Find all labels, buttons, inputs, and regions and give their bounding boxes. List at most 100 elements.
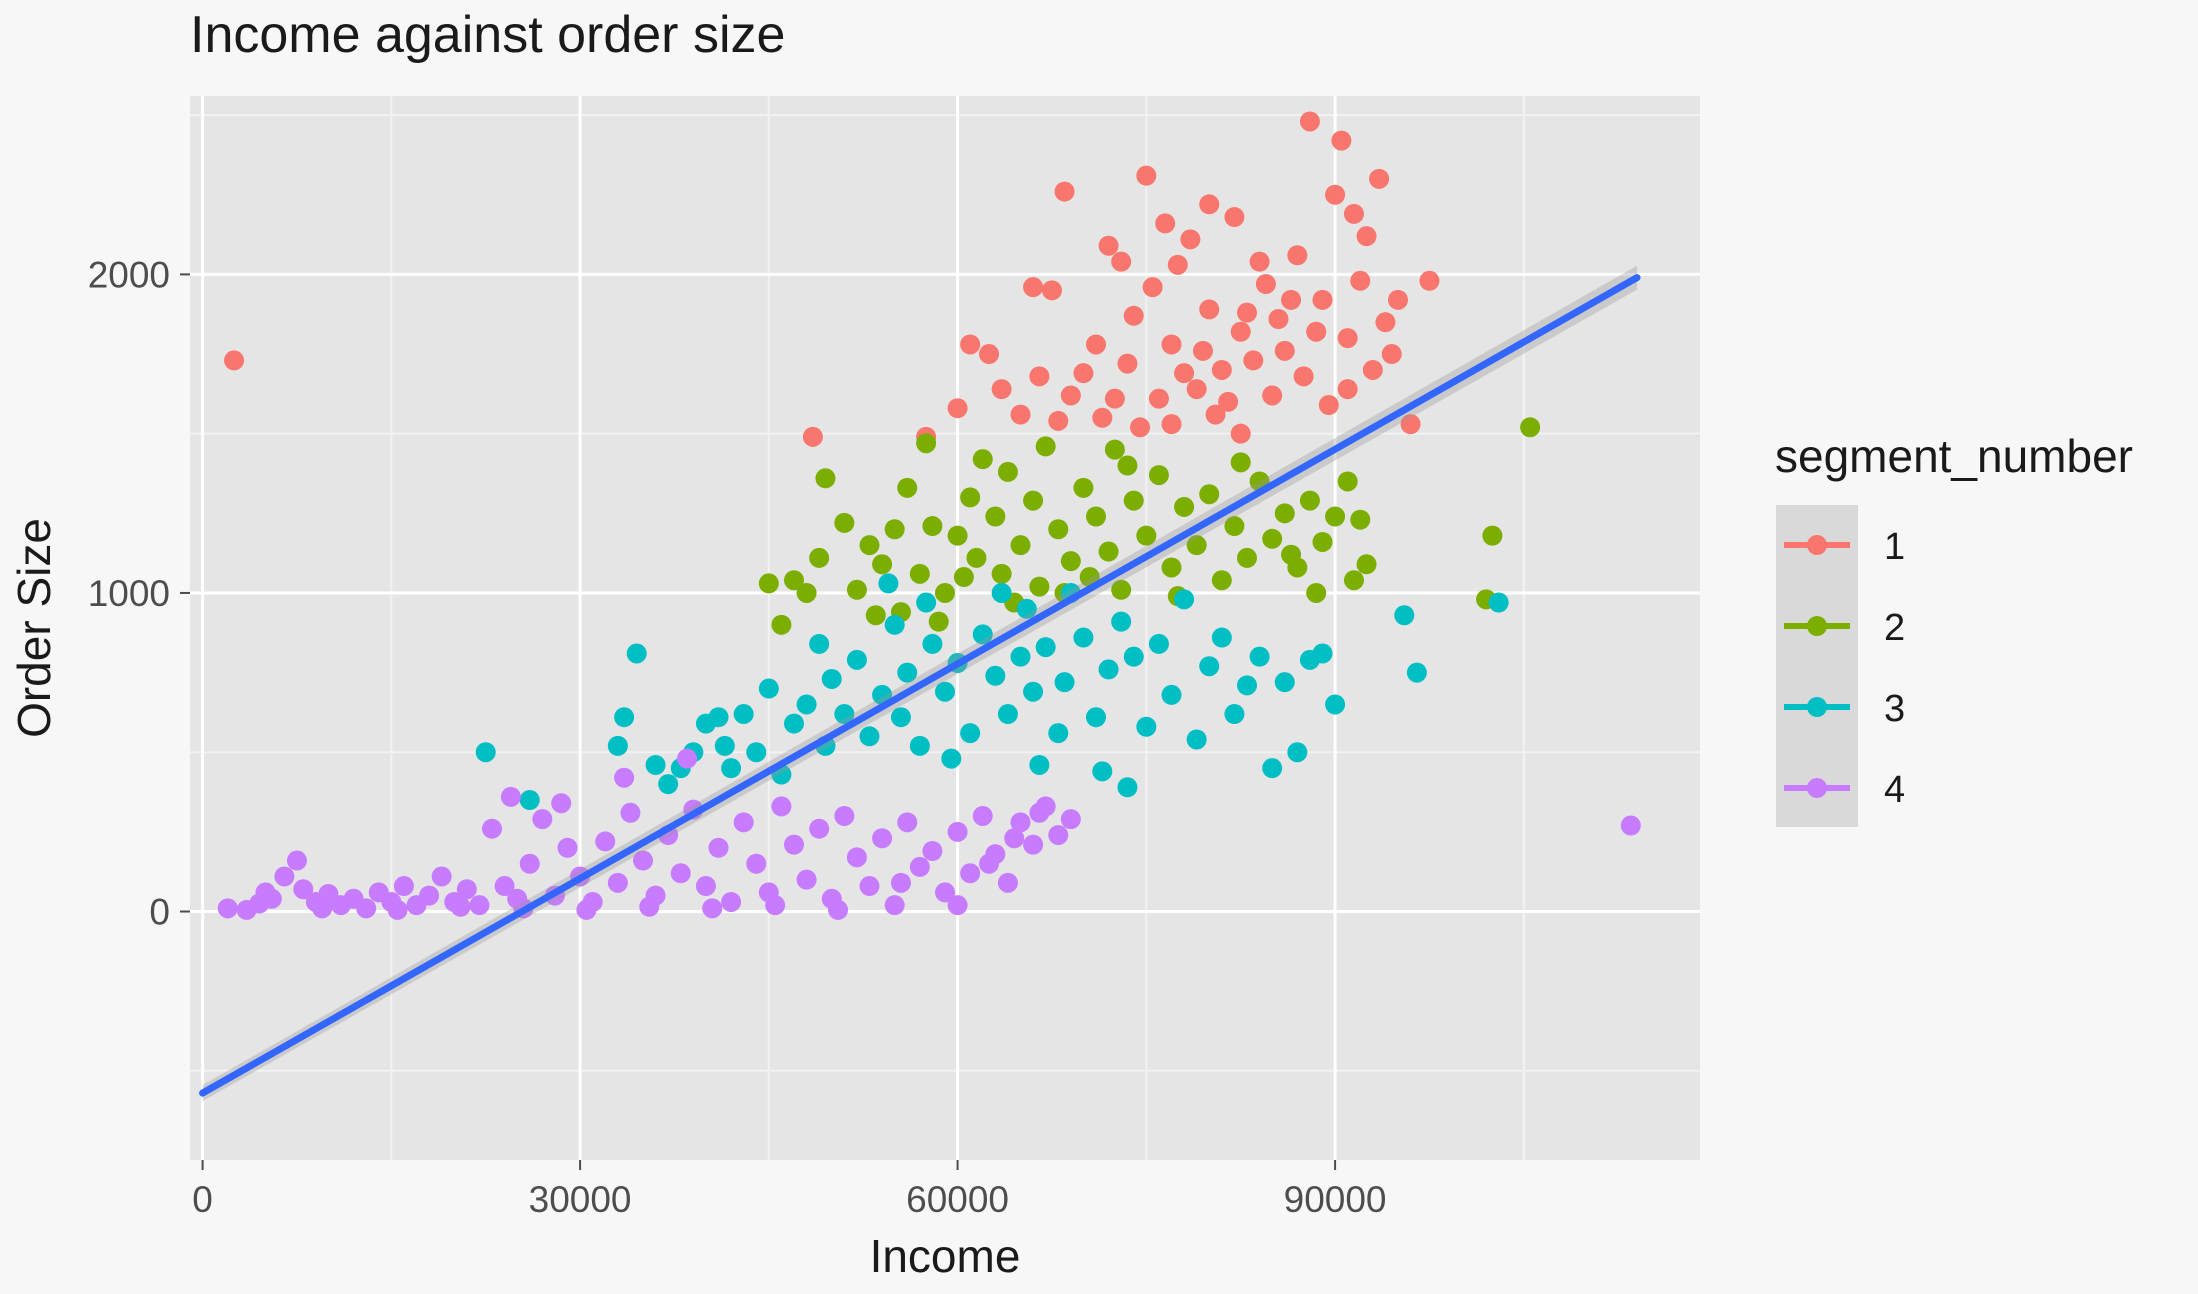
scatter-point-segment-1 bbox=[1148, 388, 1169, 409]
scatter-point-segment-2 bbox=[1230, 452, 1251, 473]
scatter-point-segment-3 bbox=[1136, 716, 1157, 737]
scatter-point-segment-2 bbox=[846, 579, 867, 600]
scatter-point-segment-1 bbox=[1337, 379, 1358, 400]
scatter-point-segment-2 bbox=[1148, 465, 1169, 486]
scatter-point-segment-2 bbox=[1356, 554, 1377, 575]
scatter-point-segment-4 bbox=[947, 821, 968, 842]
scatter-point-segment-3 bbox=[1325, 694, 1346, 715]
scatter-point-segment-1 bbox=[1130, 417, 1151, 438]
scatter-point-segment-3 bbox=[922, 633, 943, 654]
scatter-point-segment-4 bbox=[431, 866, 452, 887]
scatter-point-segment-3 bbox=[890, 707, 911, 728]
scatter-point-segment-1 bbox=[1092, 407, 1113, 428]
scatter-point-segment-3 bbox=[1262, 758, 1283, 779]
scatter-point-segment-4 bbox=[482, 818, 502, 839]
scatter-point-segment-1 bbox=[1281, 289, 1302, 310]
scatter-point-segment-4 bbox=[909, 856, 930, 877]
scatter-point-segment-3 bbox=[972, 624, 993, 645]
scatter-point-segment-3 bbox=[1274, 672, 1295, 693]
scatter-point-segment-2 bbox=[922, 516, 943, 537]
scatter-point-segment-1 bbox=[991, 379, 1012, 400]
scatter-point-segment-1 bbox=[1205, 404, 1226, 425]
scatter-point-segment-2 bbox=[1104, 439, 1125, 460]
scatter-point-segment-1 bbox=[1375, 312, 1396, 333]
trend-line-path bbox=[199, 274, 1641, 1097]
scatter-point-segment-1 bbox=[1312, 289, 1333, 310]
scatter-point-segment-3 bbox=[1035, 637, 1056, 658]
scatter-point-segment-3 bbox=[1224, 704, 1245, 725]
scatter-point-segment-4 bbox=[670, 863, 691, 884]
scatter-point-segment-1 bbox=[1218, 391, 1239, 412]
scatter-point-segment-2 bbox=[1520, 417, 1541, 438]
scatter-point-segment-3 bbox=[721, 758, 742, 779]
scatter-point-segment-3 bbox=[1406, 662, 1427, 683]
scatter-point-segment-3 bbox=[1123, 646, 1144, 667]
scatter-point-segment-2 bbox=[1482, 525, 1503, 546]
legend: segment_number 1 2 3 4 bbox=[1775, 430, 2133, 827]
scatter-point-segment-1 bbox=[1249, 251, 1270, 272]
scatter-point-segment-4 bbox=[947, 895, 968, 916]
scatter-point-segment-3 bbox=[846, 649, 867, 670]
scatter-point-segment-1 bbox=[1318, 395, 1339, 416]
scatter-point-segment-4 bbox=[1010, 812, 1031, 833]
scatter-point-segment-1 bbox=[1211, 359, 1232, 380]
scatter-point-segment-1 bbox=[960, 334, 981, 355]
scatter-point-segment-4 bbox=[551, 793, 572, 814]
scatter-point-segment-4 bbox=[1023, 834, 1044, 855]
legend-entry-label: 1 bbox=[1884, 526, 1905, 568]
scatter-point-segment-2 bbox=[1023, 490, 1044, 511]
scatter-point-segment-1 bbox=[1293, 366, 1314, 387]
scatter-point-segment-4 bbox=[312, 898, 333, 919]
scatter-point-segment-3 bbox=[645, 754, 666, 775]
scatter-point-segment-3 bbox=[1161, 684, 1182, 705]
scatter-point-segment-3 bbox=[1394, 605, 1415, 626]
scatter-point-segment-2 bbox=[947, 525, 968, 546]
scatter-point-segment-3 bbox=[519, 790, 540, 811]
scatter-point-segment-4 bbox=[469, 895, 490, 916]
scatter-point-segment-2 bbox=[1086, 506, 1106, 527]
scatter-point-segment-3 bbox=[1117, 777, 1138, 798]
scatter-point-segment-4 bbox=[576, 899, 597, 920]
scatter-point-segment-3 bbox=[1016, 598, 1037, 619]
scatter-point-segment-3 bbox=[872, 684, 893, 705]
scatter-point-segment-2 bbox=[1117, 455, 1138, 476]
scatter-point-segment-2 bbox=[1325, 506, 1346, 527]
y-axis-label: Order Size bbox=[8, 518, 60, 738]
scatter-point-segment-3 bbox=[1211, 627, 1232, 648]
scatter-point-segment-4 bbox=[419, 885, 440, 906]
scatter-point-segment-3 bbox=[607, 735, 628, 756]
x-axis-label: Income bbox=[870, 1230, 1021, 1282]
scatter-point-segment-1 bbox=[1255, 273, 1276, 294]
legend-entry-label: 3 bbox=[1884, 688, 1905, 730]
scatter-point-segment-2 bbox=[815, 468, 836, 489]
scatter-point-segment-4 bbox=[519, 853, 540, 874]
scatter-point-segment-4 bbox=[746, 853, 767, 874]
scatter-point-segment-1 bbox=[1023, 277, 1044, 298]
scatter-point-segment-4 bbox=[494, 876, 515, 897]
scatter-point-segment-2 bbox=[865, 605, 886, 626]
scatter-point-segment-1 bbox=[1224, 207, 1245, 228]
scatter-point-segment-2 bbox=[1343, 570, 1364, 591]
scatter-point-segment-3 bbox=[878, 573, 899, 594]
scatter-point-segment-1 bbox=[1161, 334, 1182, 355]
scatter-point-segment-4 bbox=[387, 899, 408, 920]
scatter-point-segment-4 bbox=[872, 828, 893, 849]
scatter-point-segment-3 bbox=[897, 662, 918, 683]
scatter-point-segment-3 bbox=[658, 774, 679, 795]
scatter-point-segment-2 bbox=[1337, 471, 1358, 492]
scatter-point-segment-4 bbox=[721, 891, 742, 912]
scatter-point-segment-4 bbox=[1029, 802, 1050, 823]
x-tick-label: 90000 bbox=[1284, 1179, 1387, 1220]
scatter-point-segment-2 bbox=[997, 461, 1018, 482]
scatter-point-segment-2 bbox=[1299, 490, 1320, 511]
scatter-point-segment-3 bbox=[1086, 707, 1106, 728]
scatter-point-segment-2 bbox=[1029, 576, 1050, 597]
scatter-point-segment-4 bbox=[972, 805, 993, 826]
scatter-point-segment-3 bbox=[859, 726, 880, 747]
scatter-point-segment-1 bbox=[1230, 321, 1251, 342]
scatter-point-segment-2 bbox=[985, 506, 1006, 527]
trend-line bbox=[199, 265, 1641, 1102]
scatter-point-segment-4 bbox=[897, 812, 918, 833]
scatter-point-segment-4 bbox=[765, 895, 786, 916]
scatter-point-segment-3 bbox=[475, 742, 496, 763]
